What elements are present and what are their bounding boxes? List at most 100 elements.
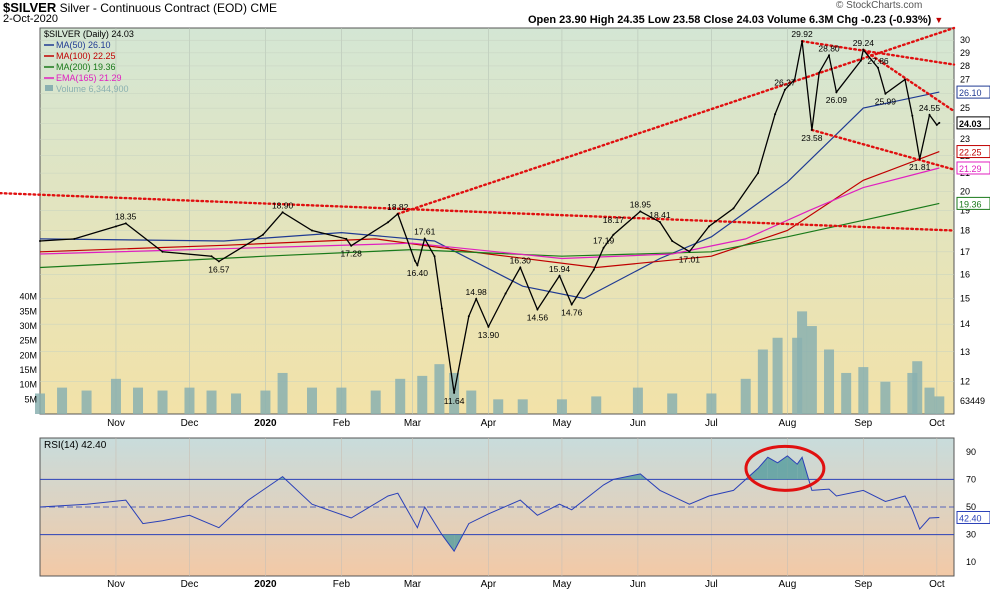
volume-bar <box>632 387 643 414</box>
rsi-last-tag-box <box>956 510 990 524</box>
price-label: 25.99 <box>875 97 897 107</box>
price-label: 16.40 <box>407 268 429 278</box>
volume-bar <box>934 396 945 414</box>
price-point <box>519 266 522 269</box>
price-label: 26.27 <box>774 78 796 88</box>
right-axis-tag-label: 24.03 <box>959 119 982 129</box>
price-tick-label: 16 <box>960 269 970 279</box>
volume-bar <box>772 337 783 414</box>
price-tick-label: 20 <box>960 186 970 196</box>
price-point <box>475 297 478 300</box>
right-axis-tag-box <box>956 145 990 159</box>
price-point <box>416 264 419 267</box>
price-tick-label: 18 <box>960 226 970 236</box>
price-label: 21.81 <box>909 162 931 172</box>
volume-tick-label: 10M <box>19 380 37 390</box>
price-label: 16.57 <box>208 264 230 274</box>
x-tick-label: Sep <box>854 418 872 429</box>
price-point <box>935 123 938 126</box>
rsi-highlight-circle <box>744 444 826 492</box>
volume-bar <box>206 390 217 414</box>
price-point <box>938 121 941 124</box>
volume-bar <box>336 387 347 414</box>
price-x-axis: Nov Dec 2020 Feb Mar Apr May Jun Jul Aug Sep Oct <box>107 418 945 429</box>
volume-bar <box>797 311 808 414</box>
x-tick-label: Feb <box>333 418 351 429</box>
price-peak-labels: 18.35 16.57 18.90 17.28 18.82 16.40 17.61 11.64… <box>115 29 940 406</box>
price-point <box>39 240 41 242</box>
price-point <box>124 222 127 225</box>
price-point <box>612 233 615 236</box>
legend-entry: EMA(165) 21.29 <box>56 73 122 83</box>
volume-last-label: 63449 <box>960 396 985 406</box>
chart-date: 2-Oct-2020 <box>3 13 59 25</box>
rsi-x-axis: Nov Dec 2020 Feb Mar Apr May Jun Jul Aug Sep Oct <box>107 579 945 590</box>
ma-line-ma200 <box>39 202 940 269</box>
price-point <box>877 66 879 69</box>
price-tick-label: 13 <box>960 347 970 357</box>
volume-bar <box>81 390 92 414</box>
price-point <box>433 255 436 258</box>
volume-bar <box>370 390 381 414</box>
volume-bar <box>667 393 678 414</box>
price-label: 18.95 <box>630 199 652 209</box>
price-point <box>281 211 284 214</box>
volume-bar <box>912 361 923 414</box>
price-point <box>774 113 777 116</box>
volume-bar <box>110 378 121 414</box>
x-tick-label: 2020 <box>254 579 277 590</box>
x-tick-label: Feb <box>333 579 351 590</box>
price-point <box>659 221 661 224</box>
price-label: 14.98 <box>466 287 488 297</box>
rsi-tick-label: 70 <box>966 474 976 484</box>
volume-axis: 5M 10M 15M 20M 25M 30M 35M 40M 63449 <box>19 292 985 406</box>
price-tick-label: 29 <box>960 48 970 58</box>
price-label: 17.61 <box>414 227 436 237</box>
x-tick-label: Jun <box>630 418 646 429</box>
price-point <box>311 229 313 232</box>
x-tick-label: Sep <box>854 579 872 590</box>
x-tick-label: Oct <box>929 418 945 429</box>
price-point <box>708 225 710 228</box>
right-axis-tag-label: 22.25 <box>959 148 982 158</box>
rsi-line <box>39 455 940 553</box>
volume-bar <box>858 367 869 414</box>
price-point <box>570 303 573 306</box>
brand-logo: © StockCharts.com <box>836 0 923 11</box>
price-gridlines <box>40 28 954 414</box>
rsi-highlight-ellipse <box>744 444 826 492</box>
trend-line <box>0 191 956 232</box>
price-point <box>602 246 605 249</box>
price-label: 18.90 <box>272 200 294 210</box>
price-tick-label: 23 <box>960 134 970 144</box>
price-point <box>396 212 399 215</box>
price-label: 15.94 <box>549 264 571 274</box>
trend-line <box>800 40 956 66</box>
price-point <box>387 221 389 224</box>
volume-bar <box>57 387 68 414</box>
price-point <box>345 237 348 240</box>
right-axis-tag-box <box>956 161 990 175</box>
price-close-line <box>39 41 940 394</box>
legend-entry: MA(50) 26.10 <box>56 40 111 50</box>
price-tick-label: 12 <box>960 377 970 387</box>
ma-line-ema165 <box>39 167 940 260</box>
price-point <box>884 92 887 95</box>
price-tick-label: 15 <box>960 293 970 303</box>
price-label: 11.64 <box>444 396 465 406</box>
rsi-fill-segment <box>757 457 768 480</box>
trend-line <box>862 48 956 113</box>
rsi-tick-label: 10 <box>966 557 976 567</box>
moving-average-lines <box>39 91 940 300</box>
price-tick-label: 19 <box>960 205 970 215</box>
volume-tick-label: 25M <box>19 336 37 346</box>
x-tick-label: Jul <box>705 418 718 429</box>
volume-tick-label: 30M <box>19 321 37 331</box>
volume-tick-label: 15M <box>19 365 37 375</box>
chart-title: $SILVER Silver - Continuous Contract (EO… <box>3 0 277 15</box>
change-down-icon: ▼ <box>934 15 944 25</box>
contract-name: Silver - Continuous Contract (EOD) <box>59 1 247 15</box>
price-label: 17.19 <box>593 236 615 246</box>
